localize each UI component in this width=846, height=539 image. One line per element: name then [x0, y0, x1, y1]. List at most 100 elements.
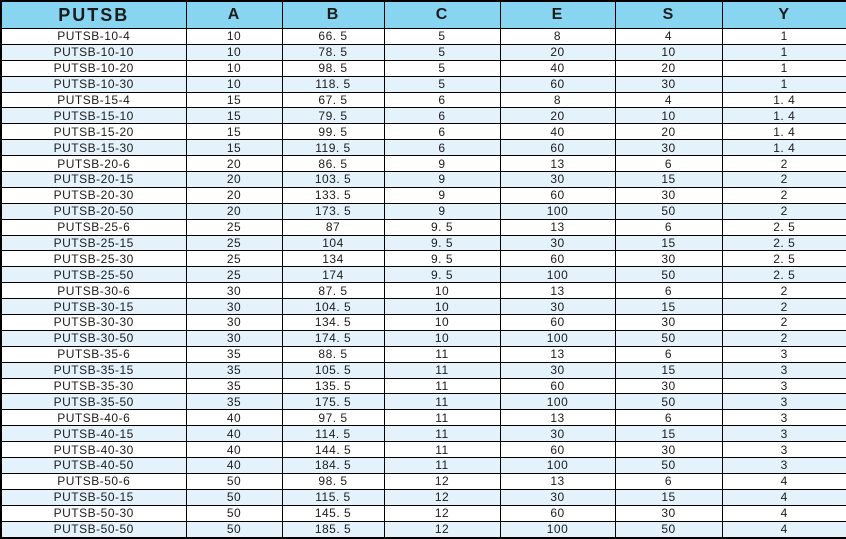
table-cell: 6	[614, 472, 723, 490]
table-cell: 4	[614, 28, 723, 45]
table-cell: 30	[614, 377, 723, 395]
table-cell: 4	[721, 472, 846, 490]
table-row: PUTSB-30-6 30 87. 5 10 13 6 2	[0, 282, 846, 300]
table-cell: 100	[499, 520, 616, 539]
table-cell: 1	[721, 28, 846, 45]
table-cell: 10	[614, 43, 723, 61]
table-cell: 50	[185, 472, 283, 490]
table-cell: PUTSB-40-15	[0, 425, 187, 443]
table-cell: 30	[614, 139, 723, 157]
table-cell: PUTSB-50-30	[0, 504, 187, 522]
table-cell: 118. 5	[281, 75, 385, 93]
table-cell: 11	[383, 377, 501, 395]
table-cell: 15	[614, 298, 723, 316]
table-cell: 30	[499, 488, 616, 506]
table-cell: PUTSB-35-15	[0, 361, 187, 379]
table-cell: 8	[499, 28, 616, 45]
table-cell: 10	[185, 28, 283, 45]
table-cell: 1. 4	[721, 107, 846, 125]
table-cell: 6	[614, 345, 723, 363]
table-cell: 134. 5	[281, 314, 385, 331]
table-cell: 2	[721, 155, 846, 173]
table-row: PUTSB-35-6 35 88. 5 11 13 6 3	[0, 345, 846, 363]
column-header-a: A	[185, 0, 283, 29]
table-cell: 1	[721, 43, 846, 61]
table-cell: PUTSB-30-6	[0, 282, 187, 300]
table-cell: 5	[383, 59, 501, 77]
table-cell: 3	[721, 457, 846, 474]
table-cell: 175. 5	[281, 393, 385, 411]
table-cell: 15	[185, 91, 283, 109]
table-cell: PUTSB-15-20	[0, 123, 187, 141]
table-cell: 2. 5	[721, 234, 846, 252]
table-cell: 50	[614, 520, 723, 539]
table-cell: 2. 5	[721, 250, 846, 268]
table-row: PUTSB-20-6 20 86. 5 9 13 6 2	[0, 155, 846, 173]
table-cell: 66. 5	[281, 28, 385, 45]
table-cell: 20	[185, 171, 283, 188]
table-cell: 25	[185, 218, 283, 236]
column-header-s: S	[614, 0, 723, 29]
table-cell: 78. 5	[281, 43, 385, 61]
table-row: PUTSB-15-10 15 79. 5 6 20 10 1. 4	[0, 107, 846, 125]
table-cell: 3	[721, 441, 846, 459]
table-cell: 30	[185, 314, 283, 331]
table-cell: 88. 5	[281, 345, 385, 363]
table-cell: 3	[721, 393, 846, 411]
table-cell: 50	[185, 520, 283, 539]
table-cell: PUTSB-40-50	[0, 457, 187, 474]
table-cell: 60	[499, 377, 616, 395]
table-cell: 5	[383, 43, 501, 61]
table-row: PUTSB-10-10 10 78. 5 5 20 10 1	[0, 43, 846, 61]
table-cell: PUTSB-10-20	[0, 59, 187, 77]
table-cell: 5	[383, 75, 501, 93]
table-cell: 9	[383, 186, 501, 204]
table-row: PUTSB-50-6 50 98. 5 12 13 6 4	[0, 472, 846, 490]
table-cell: PUTSB-20-15	[0, 171, 187, 188]
table-cell: 13	[499, 218, 616, 236]
table-cell: 87. 5	[281, 282, 385, 300]
table-cell: 9. 5	[383, 250, 501, 268]
table-cell: 87	[281, 218, 385, 236]
table-cell: 3	[721, 377, 846, 395]
table-cell: 50	[185, 488, 283, 506]
table-cell: 6	[383, 139, 501, 157]
table-cell: 2	[721, 186, 846, 204]
table-cell: 35	[185, 345, 283, 363]
table-cell: 134	[281, 250, 385, 268]
table-cell: 3	[721, 361, 846, 379]
table-row: PUTSB-50-50 50 185. 5 12 100 50 4	[0, 520, 846, 539]
table-row: PUTSB-15-4 15 67. 5 6 8 4 1. 4	[0, 91, 846, 109]
table-cell: 20	[614, 59, 723, 77]
table-row: PUTSB-25-15 25 104 9. 5 30 15 2. 5	[0, 234, 846, 252]
table-cell: 79. 5	[281, 107, 385, 125]
table-cell: 20	[185, 155, 283, 173]
table-cell: 10	[185, 43, 283, 61]
table-cell: 60	[499, 75, 616, 93]
table-row: PUTSB-20-15 20 103. 5 9 30 15 2	[0, 171, 846, 188]
table-cell: 3	[721, 345, 846, 363]
table-cell: 15	[614, 234, 723, 252]
table-cell: 13	[499, 345, 616, 363]
table-row: PUTSB-40-15 40 114. 5 11 30 15 3	[0, 425, 846, 443]
table-cell: 11	[383, 393, 501, 411]
table-cell: 15	[185, 123, 283, 141]
table-cell: 40	[185, 441, 283, 459]
table-cell: 10	[614, 107, 723, 125]
table-cell: 10	[383, 329, 501, 347]
table-row: PUTSB-10-30 10 118. 5 5 60 30 1	[0, 75, 846, 93]
table-cell: 6	[614, 282, 723, 300]
table-cell: 97. 5	[281, 409, 385, 427]
table-row: PUTSB-40-30 40 144. 5 11 60 30 3	[0, 441, 846, 459]
table-cell: PUTSB-20-30	[0, 186, 187, 204]
table-cell: 6	[383, 91, 501, 109]
table-row: PUTSB-35-50 35 175. 5 11 100 50 3	[0, 393, 846, 411]
table-row: PUTSB-40-6 40 97. 5 11 13 6 3	[0, 409, 846, 427]
table-cell: 12	[383, 488, 501, 506]
table-cell: 30	[499, 171, 616, 188]
table-cell: 35	[185, 377, 283, 395]
table-cell: 50	[614, 393, 723, 411]
table-cell: 6	[383, 107, 501, 125]
